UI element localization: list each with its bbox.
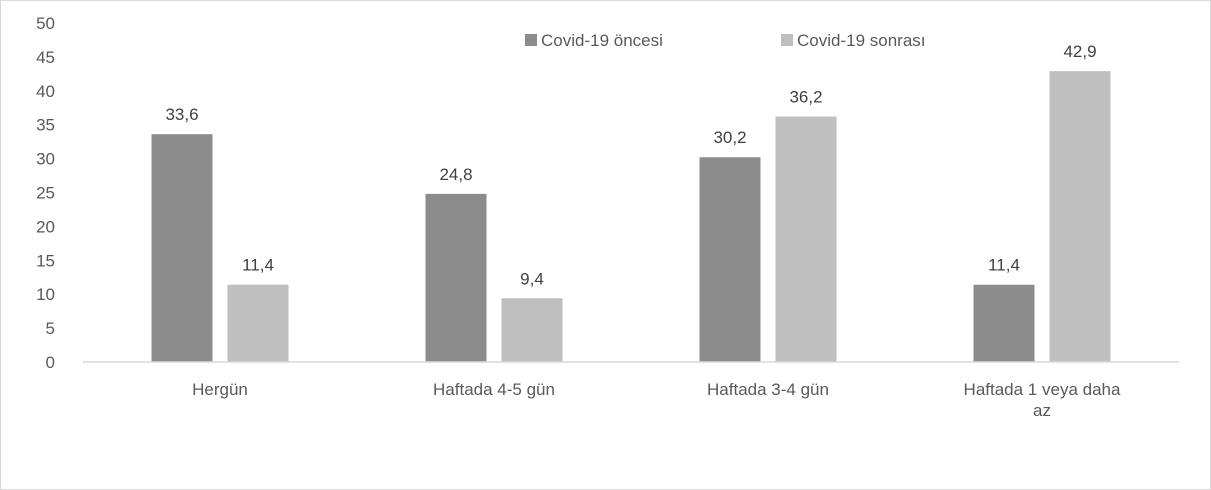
bar-after — [501, 298, 563, 362]
y-tick-label: 15 — [36, 251, 55, 270]
y-tick-label: 30 — [36, 150, 55, 169]
x-category-label: Haftada 3-4 gün — [707, 380, 829, 399]
data-label: 24,8 — [439, 165, 472, 184]
bar-before — [425, 193, 487, 362]
bar-before — [151, 134, 213, 362]
bars — [151, 71, 1111, 363]
x-category-label: Hergün — [192, 380, 248, 399]
legend-swatch — [781, 34, 793, 46]
data-label: 9,4 — [520, 269, 544, 288]
x-category-label: az — [1033, 401, 1051, 420]
data-label: 11,4 — [242, 256, 274, 275]
y-tick-label: 50 — [36, 14, 55, 33]
y-tick-label: 40 — [36, 82, 55, 101]
data-label: 42,9 — [1063, 42, 1096, 61]
y-tick-label: 20 — [36, 217, 55, 236]
legend: Covid-19 öncesi Covid-19 sonrası — [525, 31, 926, 50]
y-tick-label: 45 — [36, 48, 55, 67]
y-tick-label: 0 — [46, 353, 55, 372]
bar-after — [227, 284, 289, 362]
legend-label: Covid-19 öncesi — [541, 31, 663, 50]
bar-before — [973, 284, 1035, 362]
data-label: 36,2 — [789, 88, 822, 107]
y-tick-label: 10 — [36, 285, 55, 304]
x-category-label: Haftada 4-5 gün — [433, 380, 555, 399]
bar-before — [699, 157, 761, 362]
y-axis: 0 5 10 15 20 25 30 35 40 45 50 — [36, 14, 55, 372]
data-label: 11,4 — [988, 256, 1020, 275]
bar-after — [1049, 71, 1111, 362]
y-tick-label: 35 — [36, 116, 55, 135]
legend-swatch — [525, 34, 537, 46]
y-tick-label: 5 — [46, 319, 55, 338]
data-labels: 33,6 11,4 24,8 9,4 30,2 36,2 11,4 42,9 — [165, 42, 1096, 288]
x-category-label: Haftada 1 veya daha — [964, 380, 1121, 399]
bar-after — [775, 116, 837, 363]
x-axis: Hergün Haftada 4-5 gün Haftada 3-4 gün Haft… — [83, 361, 1179, 420]
legend-label: Covid-19 sonrası — [797, 31, 926, 50]
data-label: 33,6 — [165, 105, 198, 124]
y-tick-label: 25 — [36, 184, 55, 203]
data-label: 30,2 — [713, 128, 746, 147]
